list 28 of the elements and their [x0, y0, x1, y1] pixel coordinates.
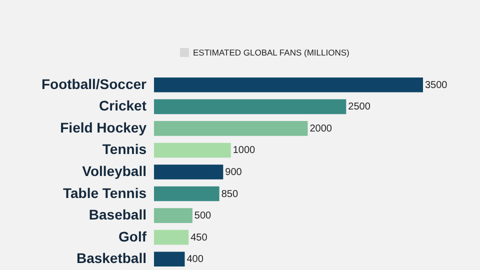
data-label: 500: [194, 210, 212, 222]
y-tick-label: Table Tennis: [63, 184, 147, 201]
bar: [154, 208, 192, 223]
data-label: 850: [221, 188, 238, 200]
y-tick-label: Basketball: [76, 250, 146, 266]
bar: [154, 99, 346, 114]
data-label: 450: [190, 232, 208, 244]
bar: [154, 121, 308, 136]
bar: [154, 186, 220, 202]
data-label: 900: [225, 167, 242, 178]
data-label: 2500: [348, 102, 371, 113]
bar: [154, 142, 231, 158]
data-label: 1000: [232, 145, 256, 156]
data-label: 400: [186, 254, 204, 266]
data-label: 2000: [310, 123, 332, 134]
data-label: 3500: [425, 80, 448, 91]
bar: [154, 230, 189, 245]
y-tick-label: Cricket: [99, 98, 147, 114]
y-tick-label: Tennis: [102, 141, 147, 158]
y-tick-label: Football/Soccer: [41, 76, 148, 92]
y-tick-label: Field Hockey: [60, 119, 147, 136]
y-tick-label: Baseball: [88, 206, 146, 223]
bar: [154, 77, 423, 92]
text: ESTIMATED GLOBAL FANS (MILLIONS): [193, 48, 350, 58]
y-tick-label: Golf: [118, 228, 147, 244]
bar: [154, 164, 224, 180]
bar: [154, 252, 185, 267]
y-tick-label: Volleyball: [82, 163, 146, 179]
